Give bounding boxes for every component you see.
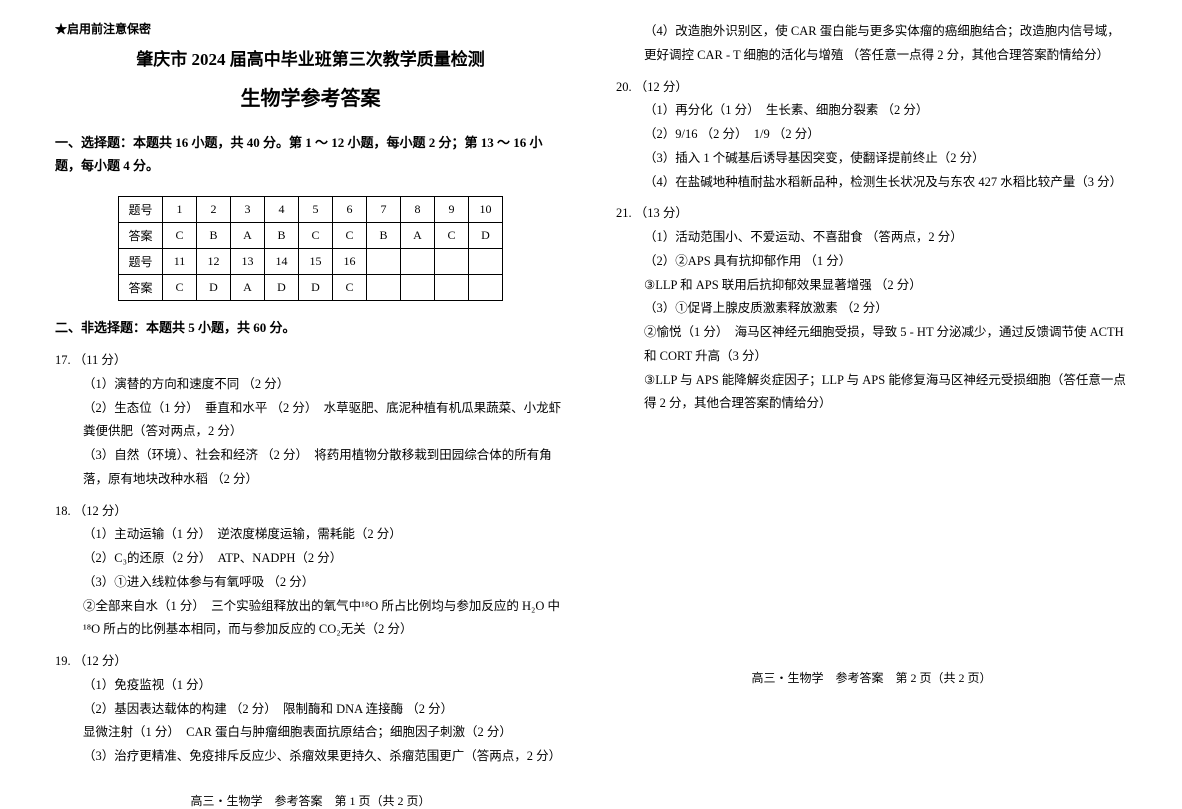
question-21: 21. （13 分） （1）活动范围小、不爱运动、不喜甜食 （答两点，2 分） … xyxy=(616,202,1127,416)
cell xyxy=(435,274,469,300)
cell: 16 xyxy=(333,248,367,274)
cell: 13 xyxy=(231,248,265,274)
answer-item: ③LLP 和 APS 联用后抗抑郁效果显著增强 （2 分） xyxy=(616,274,1127,298)
answer-table: 题号 1 2 3 4 5 6 7 8 9 10 答案 C B A B C C B… xyxy=(118,196,503,301)
cell xyxy=(367,274,401,300)
cell: C xyxy=(333,274,367,300)
cell: D xyxy=(197,274,231,300)
cell: A xyxy=(231,222,265,248)
answer-item: （4）改造胞外识别区，使 CAR 蛋白能与更多实体瘤的癌细胞结合；改造胞内信号域… xyxy=(616,20,1127,68)
answer-item: （1）活动范围小、不爱运动、不喜甜食 （答两点，2 分） xyxy=(616,226,1127,250)
row-label: 题号 xyxy=(119,196,163,222)
table-row: 答案 C B A B C C B A C D xyxy=(119,222,503,248)
cell xyxy=(401,274,435,300)
cell: B xyxy=(367,222,401,248)
cell: 10 xyxy=(469,196,503,222)
answer-item: （1）免疫监视（1 分） xyxy=(55,674,566,698)
answer-item: （1）主动运输（1 分） 逆浓度梯度运输，需耗能（2 分） xyxy=(55,523,566,547)
answer-item: （3）插入 1 个碱基后诱导基因突变，使翻译提前终止（2 分） xyxy=(616,147,1127,171)
cell: 3 xyxy=(231,196,265,222)
q-number: 21. （13 分） xyxy=(616,202,1127,226)
answer-item: （2）②APS 具有抗抑郁作用 （1 分） xyxy=(616,250,1127,274)
cell: 2 xyxy=(197,196,231,222)
question-17: 17. （11 分） （1）演替的方向和速度不同 （2 分） （2）生态位（1 … xyxy=(55,349,566,492)
page-left: ★启用前注意保密 肇庆市 2024 届高中毕业班第三次教学质量检测 生物学参考答… xyxy=(30,20,591,686)
answer-item: （3）①促肾上腺皮质激素释放激素 （2 分） xyxy=(616,297,1127,321)
cell: 5 xyxy=(299,196,333,222)
answer-item: （4）在盐碱地种植耐盐水稻新品种，检测生长状况及与东农 427 水稻比较产量（3… xyxy=(616,171,1127,195)
cell: 4 xyxy=(265,196,299,222)
table-row: 答案 C D A D D C xyxy=(119,274,503,300)
cell: 8 xyxy=(401,196,435,222)
q-number: 19. （12 分） xyxy=(55,650,566,674)
cell xyxy=(367,248,401,274)
cell: D xyxy=(265,274,299,300)
cell: B xyxy=(197,222,231,248)
cell xyxy=(469,248,503,274)
answer-item: ③LLP 与 APS 能降解炎症因子；LLP 与 APS 能修复海马区神经元受损… xyxy=(616,369,1127,417)
answer-item: （1）再分化（1 分） 生长素、细胞分裂素 （2 分） xyxy=(616,99,1127,123)
cell: 1 xyxy=(163,196,197,222)
page-footer: 高三・生物学 参考答案 第 1 页（共 2 页） xyxy=(55,777,566,809)
answer-item: （3）①进入线粒体参与有氧呼吸 （2 分） xyxy=(55,571,566,595)
cell: D xyxy=(299,274,333,300)
table-row: 题号 1 2 3 4 5 6 7 8 9 10 xyxy=(119,196,503,222)
answer-item: （3）自然（环境）、社会和经济 （2 分） 将药用植物分散移栽到田园综合体的所有… xyxy=(55,444,566,492)
cell: 14 xyxy=(265,248,299,274)
answer-item: （2）9/16 （2 分） 1/9 （2 分） xyxy=(616,123,1127,147)
answer-item: （2）生态位（1 分） 垂直和水平 （2 分） 水草驱肥、底泥种植有机瓜果蔬菜、… xyxy=(55,397,566,445)
question-18: 18. （12 分） （1）主动运输（1 分） 逆浓度梯度运输，需耗能（2 分）… xyxy=(55,500,566,643)
row-label: 题号 xyxy=(119,248,163,274)
question-19-cont: （4）改造胞外识别区，使 CAR 蛋白能与更多实体瘤的癌细胞结合；改造胞内信号域… xyxy=(616,20,1127,68)
cell: B xyxy=(265,222,299,248)
q-number: 17. （11 分） xyxy=(55,349,566,373)
cell: 7 xyxy=(367,196,401,222)
section1-header: 一、选择题：本题共 16 小题，共 40 分。第 1 ～ 12 小题，每小题 2… xyxy=(55,131,566,178)
question-20: 20. （12 分） （1）再分化（1 分） 生长素、细胞分裂素 （2 分） （… xyxy=(616,76,1127,195)
cell xyxy=(435,248,469,274)
cell: A xyxy=(401,222,435,248)
exam-subtitle: 生物学参考答案 xyxy=(55,82,566,111)
row-label: 答案 xyxy=(119,274,163,300)
q-number: 20. （12 分） xyxy=(616,76,1127,100)
row-label: 答案 xyxy=(119,222,163,248)
cell: 12 xyxy=(197,248,231,274)
cell: C xyxy=(163,274,197,300)
answer-item: （1）演替的方向和速度不同 （2 分） xyxy=(55,373,566,397)
answer-item: （3）治疗更精准、免疫排斥反应少、杀瘤效果更持久、杀瘤范围更广（答两点，2 分） xyxy=(55,745,566,769)
cell: D xyxy=(469,222,503,248)
answer-item: ②愉悦（1 分） 海马区神经元细胞受损，导致 5 - HT 分泌减少，通过反馈调… xyxy=(616,321,1127,369)
cell: A xyxy=(231,274,265,300)
cell: C xyxy=(435,222,469,248)
cell: 15 xyxy=(299,248,333,274)
answer-item: （2）C₃的还原（2 分） ATP、NADPH（2 分） xyxy=(55,547,566,571)
answer-item: ②全部来自水（1 分） 三个实验组释放出的氧气中¹⁸O 所占比例均与参加反应的 … xyxy=(55,595,566,643)
cell: 6 xyxy=(333,196,367,222)
section2-header: 二、非选择题：本题共 5 小题，共 60 分。 xyxy=(55,316,566,339)
cell: 11 xyxy=(163,248,197,274)
cell: C xyxy=(333,222,367,248)
cell xyxy=(469,274,503,300)
cell: 9 xyxy=(435,196,469,222)
answer-item: （2）基因表达载体的构建 （2 分） 限制酶和 DNA 连接酶 （2 分） xyxy=(55,698,566,722)
cell: C xyxy=(163,222,197,248)
page-right: （4）改造胞外识别区，使 CAR 蛋白能与更多实体瘤的癌细胞结合；改造胞内信号域… xyxy=(591,20,1152,686)
exam-title: 肇庆市 2024 届高中毕业班第三次教学质量检测 xyxy=(55,45,566,70)
q-number: 18. （12 分） xyxy=(55,500,566,524)
cell xyxy=(401,248,435,274)
question-19: 19. （12 分） （1）免疫监视（1 分） （2）基因表达载体的构建 （2 … xyxy=(55,650,566,769)
confidential-label: ★启用前注意保密 xyxy=(55,20,566,37)
table-row: 题号 11 12 13 14 15 16 xyxy=(119,248,503,274)
page-footer: 高三・生物学 参考答案 第 2 页（共 2 页） xyxy=(616,654,1127,686)
cell: C xyxy=(299,222,333,248)
answer-item: 显微注射（1 分） CAR 蛋白与肿瘤细胞表面抗原结合；细胞因子刺激（2 分） xyxy=(55,721,566,745)
